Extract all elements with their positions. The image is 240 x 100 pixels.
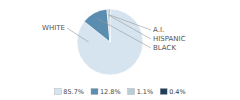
leader-line [67,28,89,42]
slice-labels: WHITE BLACKHISPANICA.I. [42,15,186,52]
legend-label: 12.8% [100,88,121,96]
legend-swatch [91,89,98,95]
slice-label: A.I. [153,26,164,34]
legend-swatch [54,89,61,95]
legend-label: 1.1% [137,88,154,96]
slice-label: BLACK [153,44,176,52]
legend-swatch [128,89,135,95]
pie-slice [84,9,110,42]
slice-label: HISPANIC [153,35,186,43]
leader-line [110,15,151,30]
legend: 85.7% 12.8% 1.1% 0.4% [54,88,185,96]
leader-line [97,18,151,48]
legend-swatch [160,89,167,95]
pie-slice [77,9,143,75]
pie-slice [107,9,110,42]
slice-label: WHITE [42,24,65,32]
chart: WHITE BLACKHISPANICA.I. 85.7% 12.8% 1.1% 0.4% [0,0,240,100]
leader-line [108,15,151,39]
pie [77,9,143,75]
legend-label: 85.7% [63,88,84,96]
legend-label: 0.4% [169,88,186,96]
